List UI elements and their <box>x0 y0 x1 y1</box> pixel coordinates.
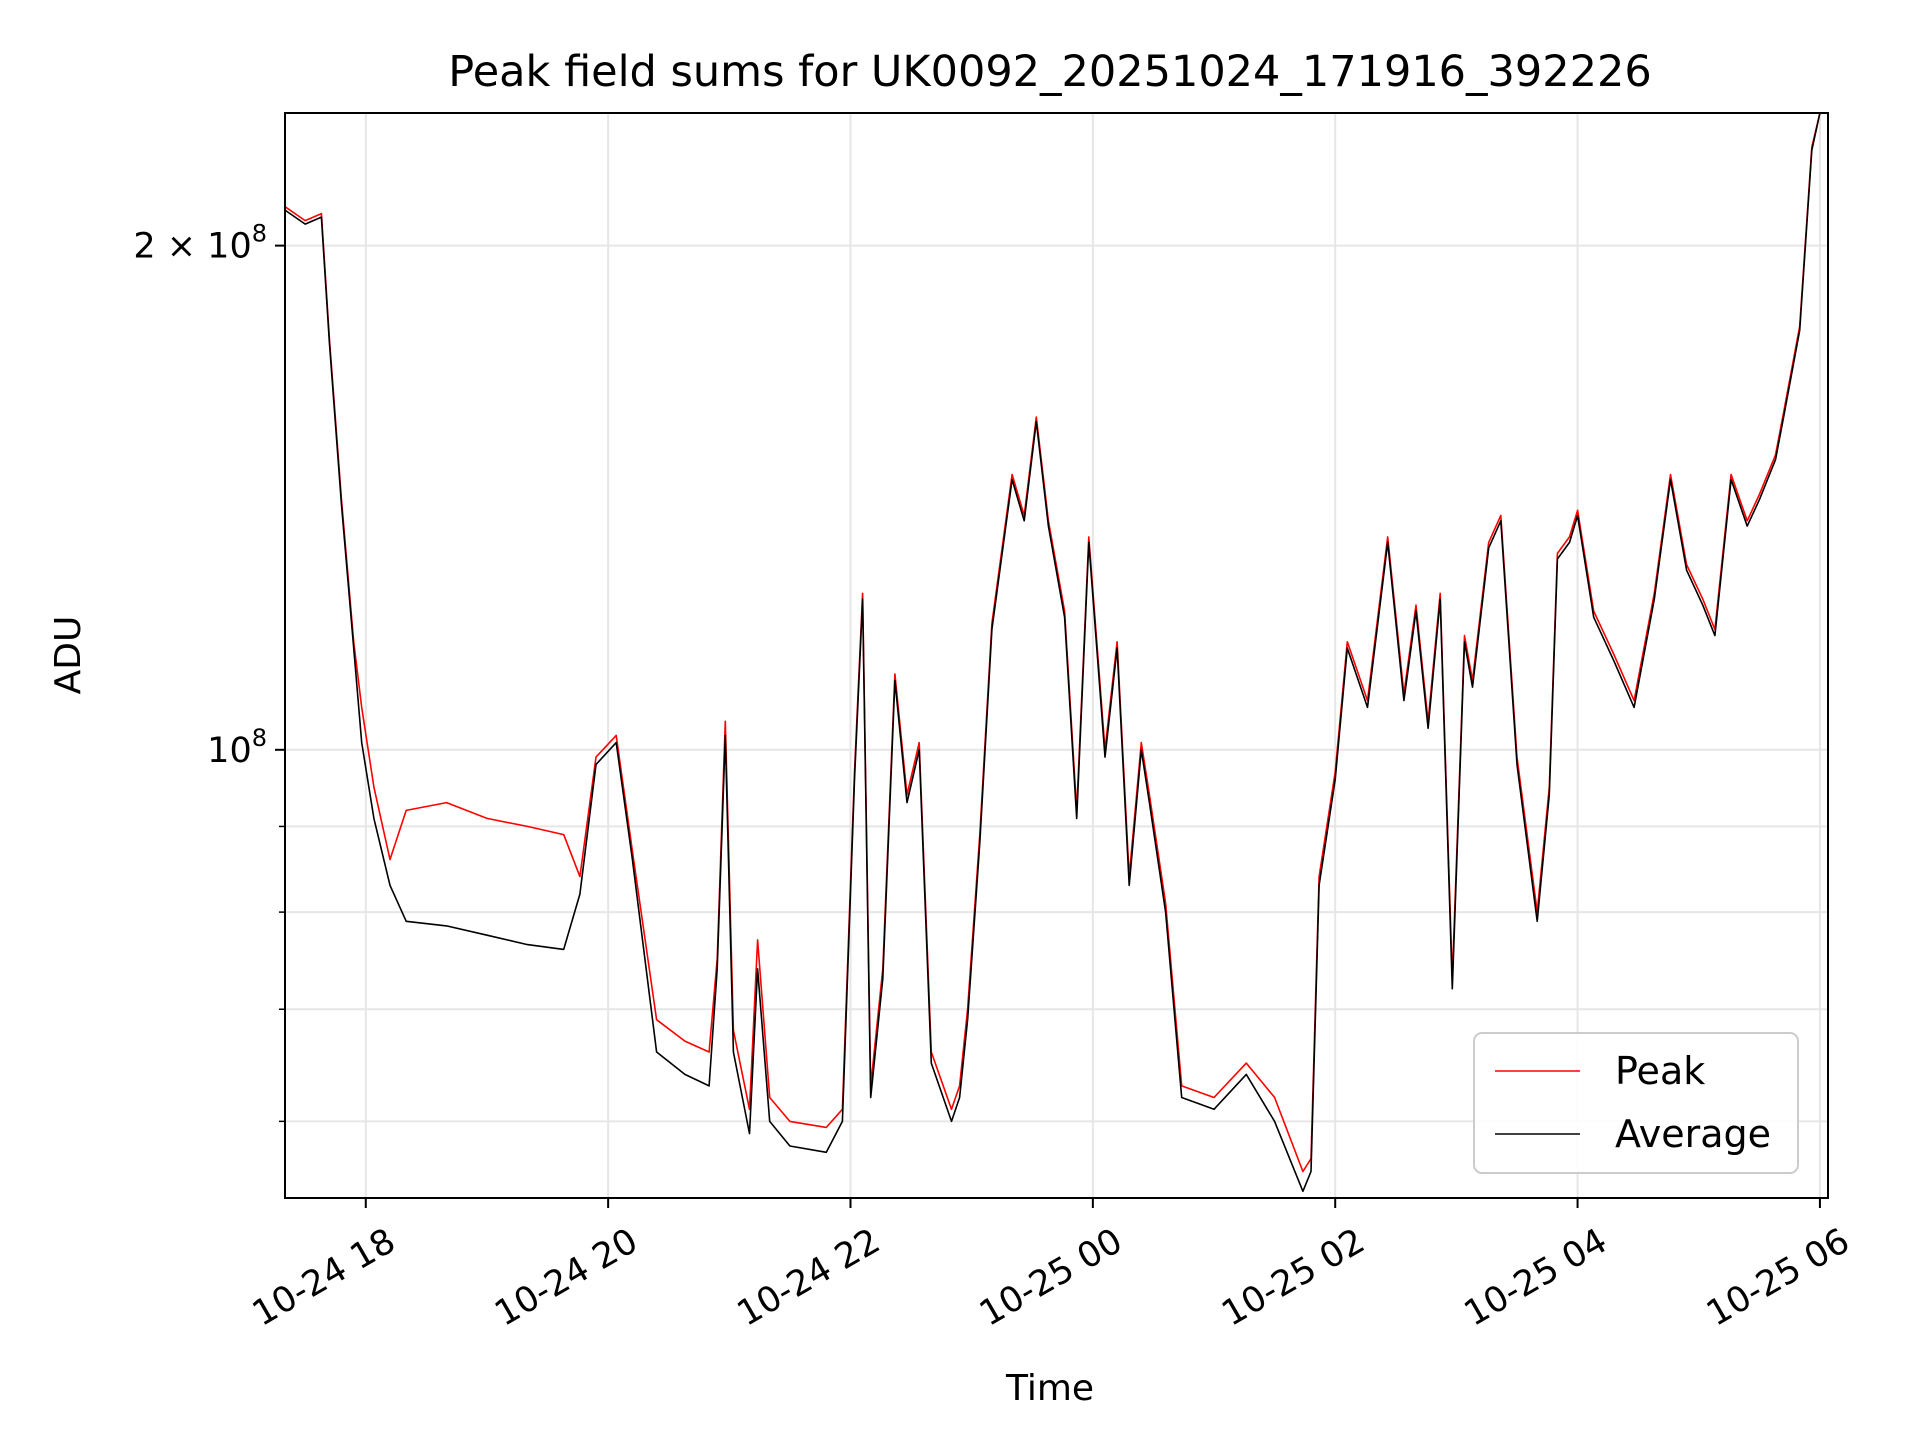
y-axis-label: ADU <box>48 616 89 695</box>
series-layer <box>284 112 1821 1193</box>
x-axis-label: Time <box>1005 1368 1094 1409</box>
legend: Peak Average <box>1473 1032 1799 1174</box>
legend-label-average: Average <box>1615 1112 1771 1156</box>
legend-box <box>1473 1032 1799 1174</box>
y-tick-label: 108 <box>207 724 267 771</box>
series-line-average <box>284 112 1821 1193</box>
y-axis: 2 × 108 108 <box>133 220 285 1123</box>
chart-title: Peak field sums for UK0092_20251024_1719… <box>448 47 1651 97</box>
plot-frame <box>284 112 1829 1199</box>
legend-label-peak: Peak <box>1615 1049 1705 1093</box>
plot-area <box>285 113 1828 1198</box>
grid <box>285 113 1828 1198</box>
y-tick-label: 2 × 108 <box>133 220 267 267</box>
